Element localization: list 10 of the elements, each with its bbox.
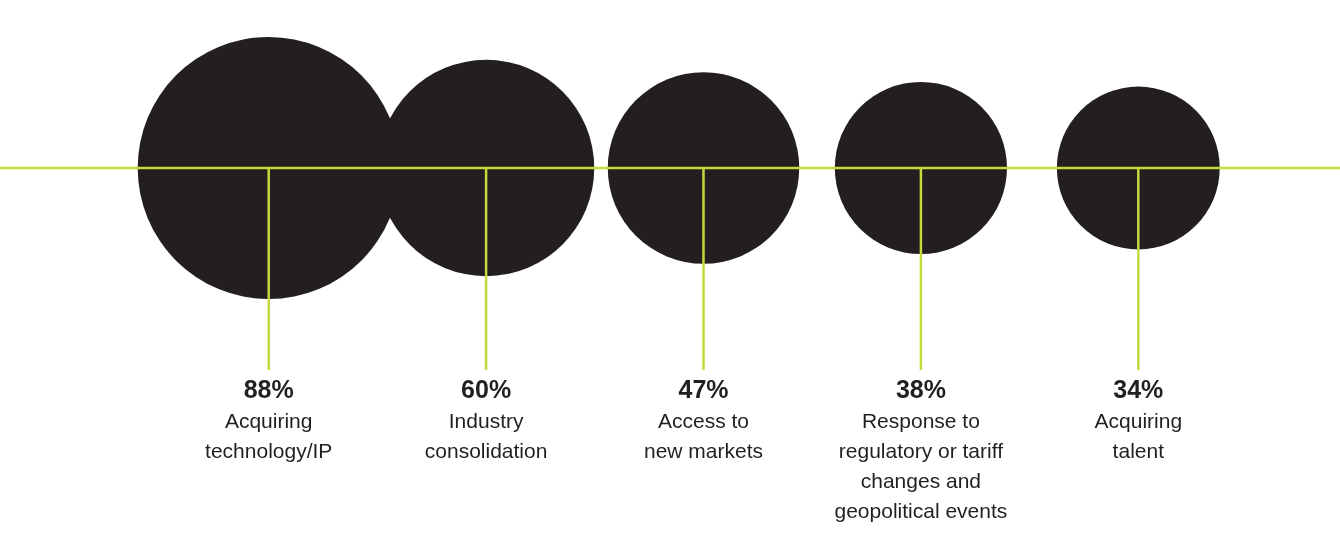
- category-label: Acquiring talent: [1094, 409, 1183, 462]
- data-label: 38%: [895, 375, 946, 403]
- data-label: 47%: [678, 375, 729, 403]
- category-label: Response to regulatory or tariff changes and geopolitical events: [834, 409, 1008, 522]
- category-label: Acquiring technology/IP: [205, 409, 333, 462]
- data-label: 88%: [243, 375, 294, 403]
- data-label: 60%: [461, 375, 512, 403]
- category-label: Industry consolidation: [424, 409, 548, 462]
- category-label: Access to new markets: [643, 409, 764, 462]
- data-label: 34%: [1113, 375, 1164, 403]
